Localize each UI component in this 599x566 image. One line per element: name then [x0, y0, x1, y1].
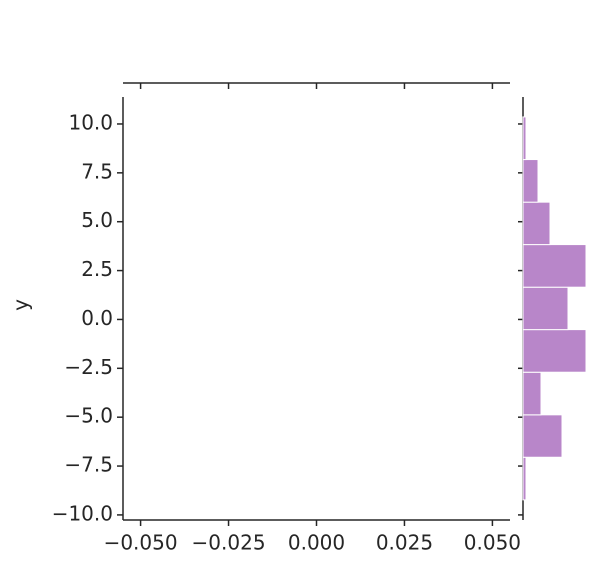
- hist-bar: [522, 456, 527, 501]
- x-tick-label: 0.025: [376, 531, 433, 555]
- y-tick-label: −5.0: [64, 404, 113, 428]
- y-tick-label: 10.0: [68, 110, 113, 134]
- y-tick-label: −2.5: [64, 355, 113, 379]
- y-tick-label: 5.0: [81, 208, 113, 232]
- y-tick-label: 2.5: [81, 257, 113, 281]
- y-tick-label: 0.0: [81, 306, 113, 330]
- hist-bar: [522, 159, 539, 203]
- y-tick-label: −7.5: [64, 453, 113, 477]
- hist-bar: [522, 414, 563, 458]
- hist-bar: [522, 371, 542, 416]
- x-tick-label: 0.050: [464, 531, 521, 555]
- y-axis-label: y: [9, 299, 33, 311]
- hist-bar: [522, 244, 587, 288]
- x-tick-label: 0.000: [288, 531, 345, 555]
- hist-bar: [522, 201, 551, 246]
- y-tick-label: 7.5: [81, 159, 113, 183]
- y-tick-label: −10.0: [52, 501, 113, 525]
- hist-bar: [522, 286, 569, 331]
- hist-bar: [522, 116, 527, 161]
- x-tick-label: −0.025: [192, 531, 266, 555]
- x-tick-label: −0.050: [104, 531, 178, 555]
- hist-bar: [522, 329, 587, 373]
